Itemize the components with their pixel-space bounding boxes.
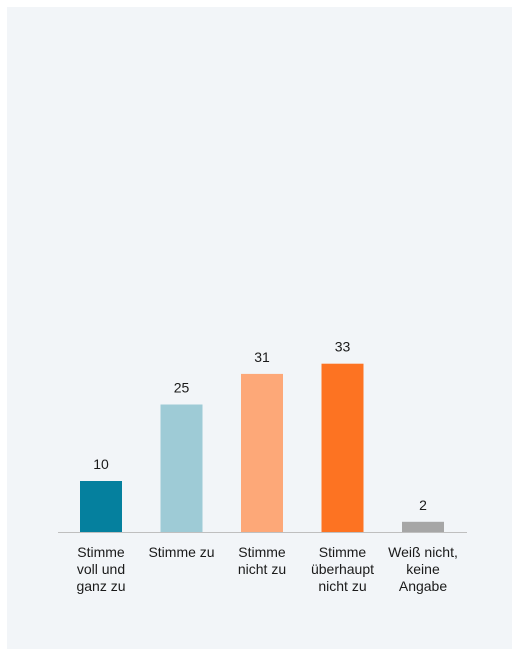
category-label-4-line-2: überhaupt bbox=[311, 561, 374, 577]
category-label-5-line-2: keine bbox=[406, 561, 440, 577]
category-label-1-line-2: voll und bbox=[77, 561, 125, 577]
category-label-1-line-3: ganz zu bbox=[76, 578, 125, 594]
category-label-3-line-1: Stimme bbox=[238, 544, 286, 560]
value-label-2: 25 bbox=[174, 380, 190, 396]
value-labels-group: 10 25 31 33 2 bbox=[93, 339, 427, 513]
category-label-5-line-1: Weiß nicht, bbox=[388, 544, 458, 560]
category-label-5-line-3: Angabe bbox=[399, 578, 447, 594]
value-label-1: 10 bbox=[93, 456, 109, 472]
value-label-5: 2 bbox=[419, 497, 427, 513]
category-label-3-line-2: nicht zu bbox=[238, 561, 286, 577]
category-label-4-line-3: nicht zu bbox=[318, 578, 366, 594]
category-label-4-line-1: Stimme bbox=[319, 544, 367, 560]
value-label-3: 31 bbox=[254, 349, 270, 365]
bar-2 bbox=[160, 404, 203, 532]
value-label-4: 33 bbox=[335, 339, 351, 355]
bars-group bbox=[80, 363, 444, 532]
category-label-2-line-1: Stimme zu bbox=[148, 544, 214, 560]
bar-3 bbox=[241, 373, 283, 532]
category-label-1-line-1: Stimme bbox=[77, 544, 125, 560]
bar-1 bbox=[80, 481, 122, 532]
chart-panel bbox=[7, 7, 512, 649]
bar-5 bbox=[402, 521, 444, 532]
bar-4 bbox=[321, 363, 364, 532]
